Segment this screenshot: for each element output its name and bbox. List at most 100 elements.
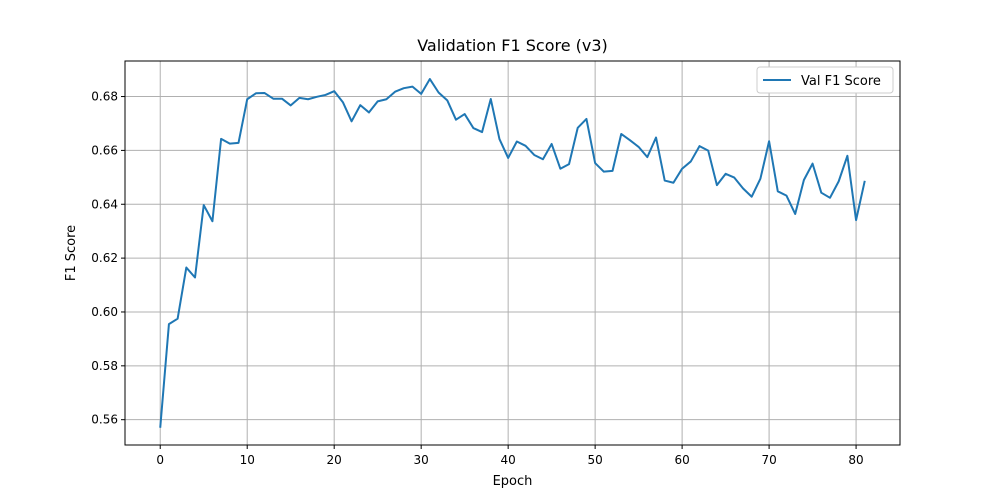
data-point (290, 104, 292, 106)
x-tick-label: 10 (240, 453, 255, 467)
x-tick-label: 30 (414, 453, 429, 467)
y-tick-label: 0.56 (91, 413, 118, 427)
data-point (438, 92, 440, 94)
data-point (333, 90, 335, 92)
data-point (211, 220, 213, 222)
data-point (194, 277, 196, 279)
x-tick-label: 0 (156, 453, 164, 467)
y-tick-label: 0.66 (91, 143, 118, 157)
data-point (594, 162, 596, 164)
data-point (359, 104, 361, 106)
data-point (229, 143, 231, 145)
data-point (551, 143, 553, 145)
data-point (481, 131, 483, 133)
data-point (429, 78, 431, 80)
data-point (507, 157, 509, 159)
x-axis-label: Epoch (493, 474, 533, 489)
data-point (464, 113, 466, 115)
data-point (264, 92, 266, 94)
y-tick-label: 0.64 (91, 197, 118, 211)
data-point (472, 127, 474, 129)
data-point (324, 94, 326, 96)
data-point (655, 136, 657, 138)
data-point (838, 180, 840, 182)
data-point (533, 154, 535, 156)
data-point (690, 160, 692, 162)
data-point (177, 318, 179, 320)
data-point (603, 171, 605, 173)
data-point (733, 177, 735, 179)
data-point (446, 99, 448, 101)
data-point (664, 180, 666, 182)
data-point (577, 127, 579, 129)
data-point (681, 168, 683, 170)
data-point (725, 173, 727, 175)
legend: Val F1 Score (756, 66, 894, 94)
data-point (411, 86, 413, 88)
data-point (785, 195, 787, 197)
y-tick-label: 0.58 (91, 359, 118, 373)
data-point (159, 427, 161, 429)
data-point (255, 92, 257, 94)
y-tick-label: 0.62 (91, 251, 118, 265)
data-point (203, 204, 205, 206)
data-point (568, 163, 570, 165)
data-point (812, 163, 814, 165)
data-point (403, 87, 405, 89)
data-point (525, 145, 527, 147)
data-point (612, 170, 614, 172)
data-point (699, 145, 701, 147)
x-tick-label: 50 (587, 453, 602, 467)
y-axis-ticks: 0.56 0.58 0.60 0.62 0.64 0.66 0.68 (91, 90, 125, 427)
data-point (803, 179, 805, 181)
data-point (707, 150, 709, 152)
x-tick-label: 60 (674, 453, 689, 467)
data-point (559, 168, 561, 170)
series-line (159, 78, 866, 428)
data-point (759, 178, 761, 180)
x-tick-label: 70 (761, 453, 776, 467)
data-point (498, 138, 500, 140)
x-tick-label: 40 (501, 453, 516, 467)
x-tick-label: 80 (848, 453, 863, 467)
chart-title: Validation F1 Score (v3) (417, 36, 608, 55)
data-point (794, 213, 796, 215)
legend-box (756, 66, 894, 94)
data-point (281, 98, 283, 100)
data-point (342, 101, 344, 103)
plot-frame (124, 60, 901, 446)
data-point (238, 142, 240, 144)
data-point (246, 98, 248, 100)
series-layer (159, 78, 866, 429)
data-point (455, 119, 457, 121)
x-axis-ticks: 0 10 20 30 40 50 60 70 80 (156, 445, 864, 467)
data-point (516, 141, 518, 143)
data-point (629, 139, 631, 141)
data-point (368, 111, 370, 113)
data-point (298, 97, 300, 99)
data-point (542, 158, 544, 160)
data-point (846, 155, 848, 157)
data-point (307, 98, 309, 100)
data-point (377, 100, 379, 102)
data-point (185, 267, 187, 269)
data-point (490, 98, 492, 100)
data-point (777, 190, 779, 192)
data-point (420, 93, 422, 95)
x-tick-label: 20 (327, 453, 342, 467)
data-point (829, 197, 831, 199)
legend-label: Val F1 Score (801, 74, 881, 89)
data-point (864, 180, 866, 182)
data-point (646, 156, 648, 158)
data-point (220, 138, 222, 140)
y-axis-label: F1 Score (64, 225, 79, 281)
data-point (316, 96, 318, 98)
data-point (394, 91, 396, 93)
data-point (751, 196, 753, 198)
data-point (672, 182, 674, 184)
y-tick-label: 0.68 (91, 90, 118, 104)
data-point (768, 140, 770, 142)
data-point (620, 133, 622, 135)
data-point (351, 120, 353, 122)
